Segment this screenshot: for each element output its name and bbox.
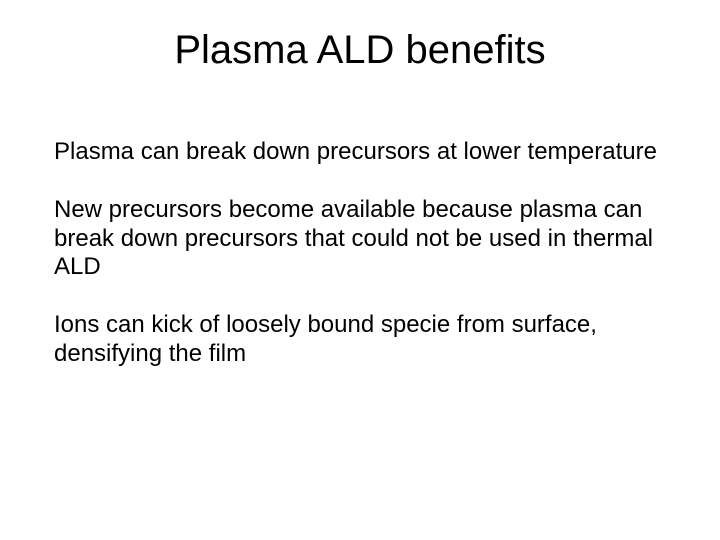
paragraph: Ions can kick of loosely bound specie fr… (54, 311, 666, 368)
slide-body: Plasma can break down precursors at lowe… (54, 138, 666, 398)
paragraph: New precursors become available because … (54, 196, 666, 281)
slide-title: Plasma ALD benefits (0, 28, 720, 73)
paragraph: Plasma can break down precursors at lowe… (54, 138, 666, 166)
slide: Plasma ALD benefits Plasma can break dow… (0, 0, 720, 540)
